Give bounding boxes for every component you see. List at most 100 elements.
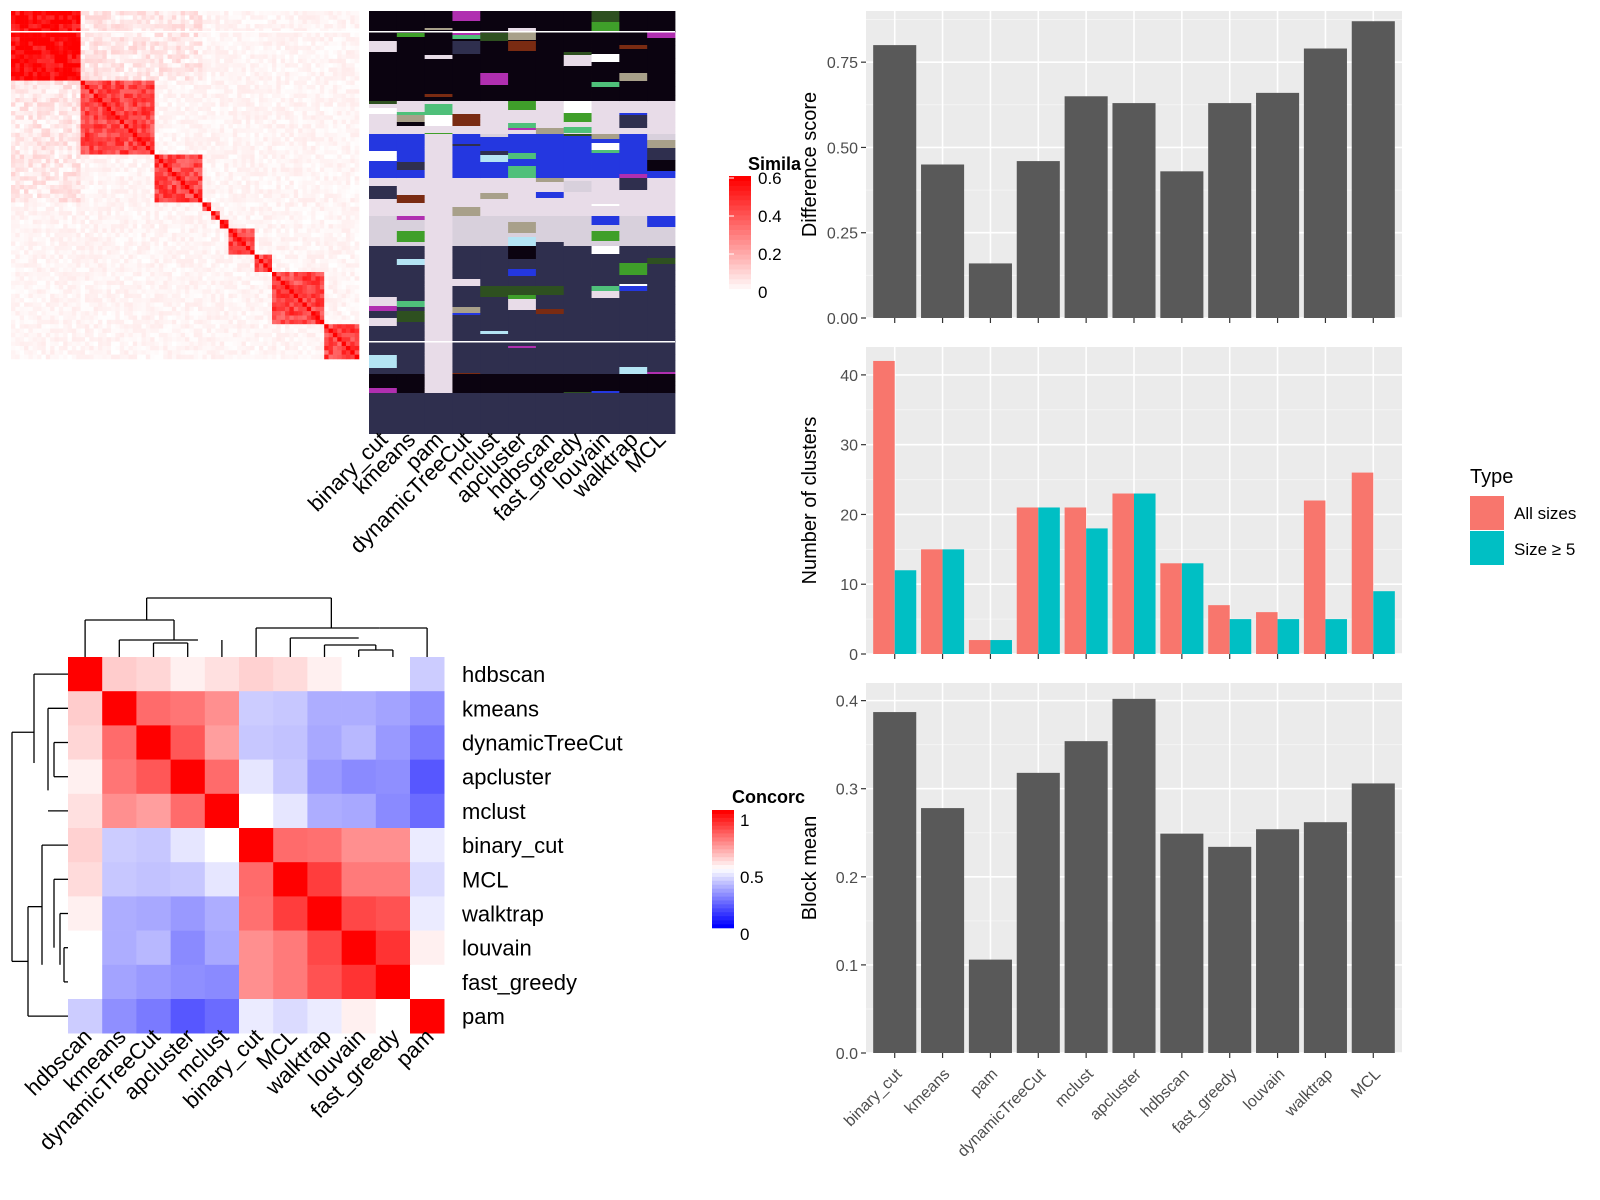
similarity-cell	[67, 124, 73, 129]
similarity-cell	[198, 180, 203, 186]
similarity-cell	[128, 202, 134, 208]
similarity-cell	[324, 237, 329, 242]
similarity-cell	[67, 71, 73, 77]
similarity-cell	[250, 267, 255, 273]
similarity-cell	[150, 185, 155, 190]
similarity-cell	[50, 228, 55, 234]
similarity-cell	[289, 189, 295, 194]
similarity-cell	[115, 132, 121, 138]
similarity-cell	[272, 272, 277, 277]
similarity-cell	[298, 128, 303, 134]
similarity-cell	[15, 76, 20, 81]
similarity-cell	[319, 15, 325, 20]
similarity-cell	[115, 11, 121, 16]
similarity-cell	[332, 202, 338, 208]
similarity-cell	[354, 80, 360, 86]
similarity-cell	[106, 250, 112, 255]
similarity-cell	[124, 58, 129, 64]
similarity-cell	[189, 93, 194, 99]
similarity-cell	[302, 228, 308, 234]
similarity-cell	[315, 219, 321, 225]
similarity-cell	[171, 137, 177, 142]
similarity-cell	[198, 93, 203, 99]
similarity-cell	[106, 237, 112, 242]
similarity-cell	[202, 93, 208, 99]
similarity-cell	[24, 11, 29, 16]
similarity-cell	[158, 202, 164, 208]
similarity-cell	[241, 106, 247, 112]
similarity-cell	[254, 128, 260, 134]
similarity-cell	[137, 15, 142, 20]
similarity-cell	[258, 202, 264, 208]
similarity-cell	[337, 150, 342, 155]
similarity-cell	[258, 163, 264, 168]
similarity-cell	[241, 111, 247, 116]
similarity-cell	[137, 80, 142, 86]
similarity-cell	[163, 237, 168, 242]
similarity-cell	[163, 211, 168, 216]
similarity-cell	[137, 232, 142, 238]
similarity-cell	[241, 237, 247, 242]
similarity-cell	[237, 80, 242, 86]
similarity-cell	[128, 50, 134, 55]
similarity-cell	[228, 132, 234, 138]
similarity-cell	[298, 11, 303, 16]
similarity-cell	[19, 228, 25, 234]
similarity-cell	[280, 111, 286, 116]
similarity-cell	[302, 206, 308, 212]
similarity-cell	[354, 263, 360, 268]
similarity-cell	[24, 158, 29, 164]
similarity-cell	[337, 58, 342, 64]
similarity-cell	[115, 250, 121, 255]
similarity-cell	[237, 28, 242, 34]
similarity-cell	[198, 63, 203, 68]
similarity-cell	[332, 54, 338, 60]
similarity-cell	[63, 80, 68, 86]
similarity-cell	[315, 263, 321, 268]
similarity-cell	[158, 254, 164, 260]
similarity-cell	[63, 89, 68, 94]
similarity-cell	[324, 250, 329, 255]
similarity-cell	[311, 89, 316, 94]
similarity-cell	[354, 202, 360, 208]
similarity-cell	[128, 228, 134, 234]
similarity-cell	[311, 111, 316, 116]
similarity-cell	[132, 63, 138, 68]
similarity-cell	[337, 211, 342, 216]
similarity-cell	[24, 119, 29, 125]
similarity-cell	[289, 254, 295, 260]
similarity-cell	[306, 67, 312, 73]
similarity-cell	[15, 115, 20, 121]
similarity-cell	[63, 19, 68, 25]
similarity-cell	[119, 154, 125, 160]
similarity-cell	[202, 15, 208, 20]
similarity-cell	[219, 102, 225, 107]
similarity-cell	[232, 50, 238, 55]
similarity-cell	[158, 154, 164, 160]
similarity-cell	[272, 202, 277, 208]
similarity-cell	[228, 154, 234, 160]
similarity-cell	[180, 250, 186, 255]
similarity-cell	[150, 58, 155, 64]
similarity-cell	[115, 167, 121, 173]
similarity-cell	[76, 63, 81, 68]
similarity-cell	[45, 67, 51, 73]
similarity-cell	[345, 98, 351, 103]
similarity-cell	[224, 63, 229, 68]
similarity-cell	[254, 180, 260, 186]
similarity-cell	[241, 58, 247, 64]
similarity-cell	[24, 202, 29, 208]
similarity-cell	[245, 32, 251, 38]
similarity-cell	[241, 154, 247, 160]
similarity-cell	[37, 80, 42, 86]
similarity-cell	[24, 89, 29, 94]
similarity-cell	[84, 276, 90, 281]
similarity-cell	[11, 19, 16, 25]
similarity-cell	[111, 154, 116, 160]
similarity-cell	[319, 276, 325, 281]
similarity-cell	[272, 128, 277, 134]
similarity-cell	[67, 102, 73, 107]
similarity-cell	[124, 224, 129, 229]
similarity-cell	[45, 76, 51, 81]
similarity-cell	[76, 11, 81, 16]
